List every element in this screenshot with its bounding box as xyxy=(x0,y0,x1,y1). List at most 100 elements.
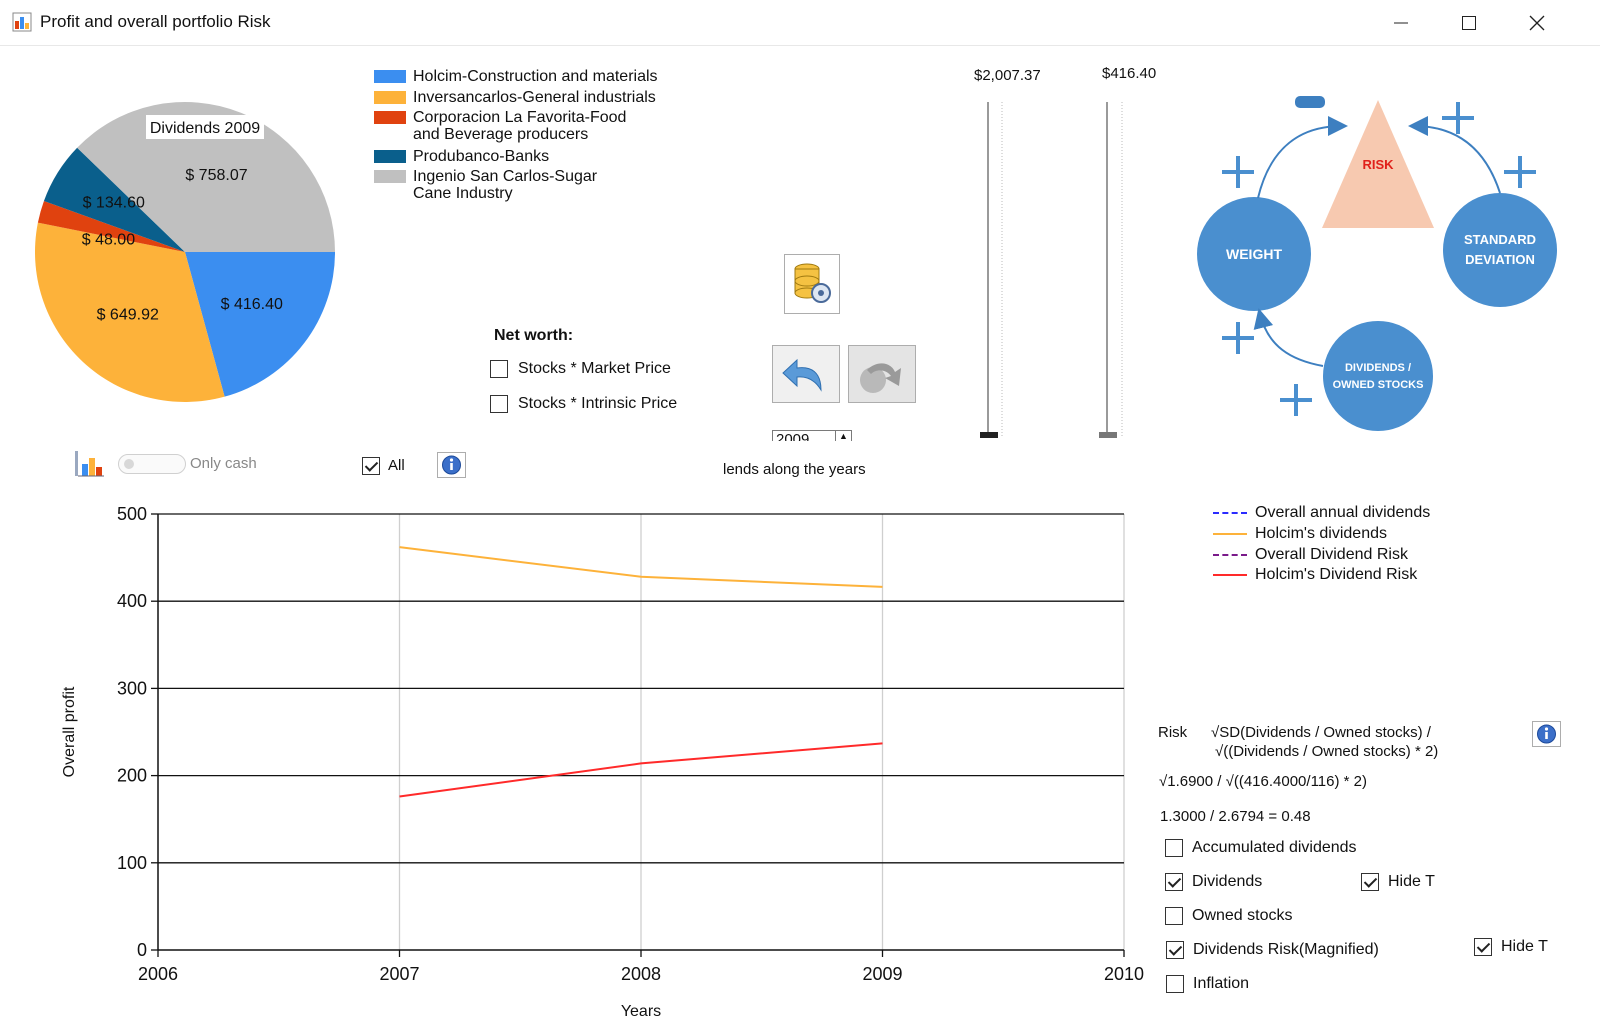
risk-diagram: RISK WEIGHT STANDARD DEVIATION DIVIDENDS… xyxy=(1197,96,1557,431)
line-legend-label: Overall annual dividends xyxy=(1255,504,1431,521)
legend-item: Ingenio San Carlos-Sugar Cane Industry xyxy=(374,168,597,202)
weight-to-risk-arrow xyxy=(1257,116,1348,199)
line-legend-swatch xyxy=(1213,533,1247,535)
legend-label: Ingenio San Carlos-Sugar Cane Industry xyxy=(413,168,598,202)
inflation-checkbox[interactable] xyxy=(1166,975,1184,993)
x-tick-label: 2007 xyxy=(379,964,419,984)
legend-item: Corporacion La Favorita-Food and Beverage… xyxy=(374,109,626,143)
legend-label: Corporacion La Favorita-Food and Beverage… xyxy=(413,109,627,143)
hide-t-label-1: Hide T xyxy=(1388,873,1435,890)
risk-calc-line1: √1.6900 / √((416.4000/116) * 2) xyxy=(1159,773,1367,790)
legend-swatch xyxy=(374,70,406,83)
database-gear-icon xyxy=(794,263,831,303)
slider-left-value: $2,007.37 xyxy=(974,67,1041,84)
dividends-risk-checkbox[interactable] xyxy=(1166,941,1184,959)
dividends-owned-circle xyxy=(1323,321,1433,431)
legend-item: Holcim-Construction and materials xyxy=(374,68,658,85)
chart-title: lends along the years xyxy=(723,461,866,478)
app-icon xyxy=(12,12,32,32)
year-spinner[interactable]: 2009 ▲ xyxy=(772,430,852,441)
accumulated-dividends-label: Accumulated dividends xyxy=(1192,839,1357,856)
div-label-1: DIVIDENDS / xyxy=(1345,362,1411,374)
dividends-label: Dividends xyxy=(1192,873,1263,890)
owned-stocks-checkbox[interactable] xyxy=(1165,907,1183,925)
y-tick-label: 200 xyxy=(117,766,147,786)
chart-type-icon[interactable] xyxy=(74,450,106,478)
x-tick-label: 2009 xyxy=(862,964,902,984)
sd-to-risk-arrow xyxy=(1408,116,1501,194)
only-cash-label: Only cash xyxy=(190,455,257,472)
svg-text:Dividends 2009: Dividends 2009 xyxy=(150,120,260,137)
info-icon xyxy=(1537,724,1556,744)
intrinsic-price-checkbox[interactable] xyxy=(490,395,508,413)
accumulated-dividends-checkbox[interactable] xyxy=(1165,839,1183,857)
legend-swatch xyxy=(374,170,406,183)
y-tick-label: 100 xyxy=(117,853,147,873)
line-legend-item: Holcim's dividends xyxy=(1213,525,1387,543)
maximize-button[interactable] xyxy=(1446,6,1492,40)
hide-t-checkbox-2[interactable] xyxy=(1474,938,1492,956)
maximize-icon xyxy=(1462,16,1476,30)
weight-label: WEIGHT xyxy=(1226,246,1282,262)
info-icon xyxy=(442,455,461,475)
y-tick-label: 500 xyxy=(117,504,147,524)
legend-label: Produbanco-Banks xyxy=(413,148,550,165)
line-legend-item: Overall annual dividends xyxy=(1213,504,1430,522)
sd-label-1: STANDARD xyxy=(1464,232,1536,247)
line-legend-label: Overall Dividend Risk xyxy=(1255,546,1408,563)
right-slider[interactable] xyxy=(1098,96,1148,441)
market-price-label: Stocks * Market Price xyxy=(518,360,671,377)
spinner-up-icon[interactable]: ▲ xyxy=(835,431,851,441)
redo-button[interactable] xyxy=(848,345,916,403)
pie-slice xyxy=(185,252,335,397)
pie-slice xyxy=(35,222,225,402)
x-tick-label: 2008 xyxy=(621,964,661,984)
info-button-risk[interactable] xyxy=(1532,721,1561,747)
only-cash-toggle[interactable] xyxy=(118,454,186,474)
risk-label: RISK xyxy=(1362,157,1394,172)
plus-signs xyxy=(1222,102,1536,416)
right-slider-thumb[interactable] xyxy=(1099,432,1117,438)
left-slider-thumb[interactable] xyxy=(980,432,998,438)
dividends-to-weight-arrow xyxy=(1253,308,1324,367)
left-slider[interactable] xyxy=(970,96,1030,441)
risk-formula-line1: √SD(Dividends / Owned stocks) / xyxy=(1211,724,1431,741)
pie-slice-label: $ 416.40 xyxy=(221,296,283,313)
net-worth-heading: Net worth: xyxy=(494,327,574,344)
x-tick-label: 2010 xyxy=(1104,964,1144,984)
legend-label: Inversancarlos-General industrials xyxy=(413,89,656,106)
series-line xyxy=(399,546,883,588)
pie-title: Dividends 2009 xyxy=(146,115,264,139)
line-legend-swatch xyxy=(1213,512,1247,514)
x-tick-label: 2006 xyxy=(138,964,178,984)
intrinsic-price-label: Stocks * Intrinsic Price xyxy=(518,395,678,412)
pie-slice xyxy=(43,147,185,252)
undo-icon xyxy=(782,358,822,392)
pie-slice xyxy=(77,101,336,252)
close-icon xyxy=(1529,15,1545,31)
x-axis-label: Years xyxy=(621,1003,661,1020)
all-label: All xyxy=(388,457,405,474)
toggle-knob xyxy=(124,459,134,469)
all-checkbox[interactable] xyxy=(362,457,380,475)
minus-sign-icon xyxy=(1295,96,1325,108)
undo-button[interactable] xyxy=(772,345,840,403)
dividends-checkbox[interactable] xyxy=(1165,873,1183,891)
risk-calc-line2: 1.3000 / 2.6794 = 0.48 xyxy=(1160,808,1311,825)
year-spinner-value: 2009 xyxy=(776,431,810,441)
pie-slice xyxy=(37,200,185,252)
hide-t-checkbox-1[interactable] xyxy=(1361,873,1379,891)
line-legend-swatch xyxy=(1213,554,1247,556)
info-button-top[interactable] xyxy=(437,452,466,478)
pie-slice-label: $ 134.60 xyxy=(83,195,145,212)
owned-stocks-label: Owned stocks xyxy=(1192,907,1293,924)
y-tick-label: 400 xyxy=(117,591,147,611)
database-settings-button[interactable] xyxy=(784,254,840,314)
line-legend-item: Overall Dividend Risk xyxy=(1213,546,1408,564)
minimize-button[interactable] xyxy=(1378,6,1424,40)
legend-swatch xyxy=(374,91,406,104)
hide-t-label-2: Hide T xyxy=(1501,938,1548,955)
pie-slice-label: $ 649.92 xyxy=(97,306,159,323)
close-button[interactable] xyxy=(1514,6,1560,40)
market-price-checkbox[interactable] xyxy=(490,360,508,378)
